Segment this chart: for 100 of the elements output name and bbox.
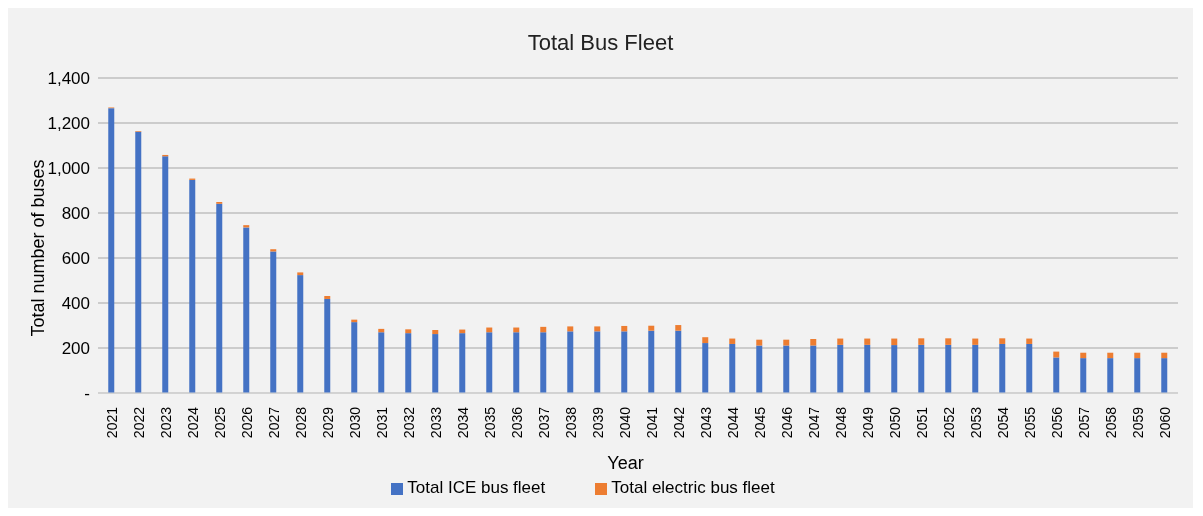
x-tick-label: 2036 xyxy=(508,406,525,439)
y-tick-label: 1,400 xyxy=(47,69,90,89)
bar xyxy=(972,344,979,393)
bar xyxy=(513,332,520,393)
legend-label: Total electric bus fleet xyxy=(611,478,775,497)
bar xyxy=(756,339,763,346)
bar xyxy=(702,343,709,393)
bar xyxy=(1080,352,1087,359)
x-tick-label: 2047 xyxy=(805,406,822,439)
bar xyxy=(162,156,169,393)
bar xyxy=(459,333,466,393)
y-tick-label: 400 xyxy=(61,294,90,314)
x-tick-label: 2021 xyxy=(103,406,120,439)
bar xyxy=(837,338,844,345)
bar xyxy=(432,330,439,335)
x-tick-label: 2045 xyxy=(751,406,768,439)
bar xyxy=(189,179,196,393)
bar xyxy=(297,275,304,393)
x-tick-label: 2033 xyxy=(427,406,444,439)
bar xyxy=(378,328,385,333)
x-tick-label: 2053 xyxy=(967,406,984,439)
y-tick-label: 1,200 xyxy=(47,114,90,134)
bar xyxy=(891,338,898,346)
y-axis-title: Total number of buses xyxy=(27,159,48,337)
bar xyxy=(540,326,547,333)
x-tick-label: 2058 xyxy=(1102,406,1119,439)
x-tick-label: 2025 xyxy=(211,406,228,439)
bar xyxy=(675,330,682,393)
x-tick-label: 2028 xyxy=(292,406,309,439)
bar xyxy=(108,108,115,393)
bar xyxy=(270,251,277,393)
bar xyxy=(621,331,628,393)
y-tick-label: - xyxy=(84,384,90,404)
bar xyxy=(783,339,790,346)
chart-title: Total Bus Fleet xyxy=(526,30,675,56)
x-tick-label: 2040 xyxy=(616,406,633,439)
x-tick-label: 2029 xyxy=(319,406,336,439)
bar xyxy=(1026,343,1033,393)
bar xyxy=(135,131,142,393)
x-tick-label: 2031 xyxy=(373,406,390,439)
x-tick-label: 2037 xyxy=(535,406,552,439)
x-tick-label: 2038 xyxy=(562,406,579,439)
legend-label: Total ICE bus fleet xyxy=(407,478,546,497)
x-tick-label: 2032 xyxy=(400,406,417,439)
x-tick-label: 2035 xyxy=(481,406,498,439)
bar xyxy=(891,345,898,393)
y-tick-label: 200 xyxy=(61,339,90,359)
bar xyxy=(351,322,358,393)
bar xyxy=(216,203,223,393)
bar xyxy=(783,345,790,393)
bar xyxy=(999,343,1006,393)
bar xyxy=(675,325,682,331)
x-tick-label: 2056 xyxy=(1048,406,1065,439)
x-tick-label: 2051 xyxy=(913,406,930,439)
bar xyxy=(1161,358,1168,393)
bar xyxy=(405,333,412,393)
bar xyxy=(972,338,979,345)
bar xyxy=(1080,358,1087,393)
x-axis-title: Year xyxy=(606,453,645,474)
bar xyxy=(405,329,412,334)
y-tick-label: 600 xyxy=(61,249,90,269)
bar xyxy=(1161,352,1168,359)
bar xyxy=(918,338,925,345)
bar xyxy=(1107,358,1114,393)
bar xyxy=(1107,352,1114,359)
x-tick-label: 2046 xyxy=(778,406,795,439)
x-tick-label: 2055 xyxy=(1021,406,1038,439)
bar xyxy=(810,345,817,393)
x-tick-label: 2043 xyxy=(697,406,714,439)
bar xyxy=(486,332,493,393)
bar xyxy=(432,334,439,393)
x-tick-label: 2054 xyxy=(994,406,1011,439)
x-tick-label: 2052 xyxy=(940,406,957,439)
x-tick-label: 2034 xyxy=(454,406,471,439)
bar xyxy=(864,344,871,393)
bar xyxy=(1134,358,1141,393)
x-tick-label: 2026 xyxy=(238,406,255,439)
x-tick-label: 2041 xyxy=(643,406,660,439)
bar xyxy=(378,332,385,393)
bar xyxy=(621,325,628,332)
x-tick-label: 2030 xyxy=(346,406,363,439)
y-tick-label: 800 xyxy=(61,204,90,224)
y-tick-label: 1,000 xyxy=(47,159,90,179)
bar xyxy=(594,331,601,393)
bar xyxy=(324,298,331,393)
bar xyxy=(648,330,655,393)
bar xyxy=(702,337,709,344)
bar xyxy=(756,345,763,393)
x-tick-label: 2059 xyxy=(1129,406,1146,439)
x-tick-label: 2048 xyxy=(832,406,849,439)
x-tick-label: 2042 xyxy=(670,406,687,439)
bar xyxy=(648,325,655,331)
x-tick-label: 2044 xyxy=(724,406,741,439)
bar xyxy=(1134,352,1141,359)
bar xyxy=(297,272,304,276)
bar xyxy=(810,339,817,346)
bar xyxy=(729,338,736,344)
x-tick-label: 2027 xyxy=(265,406,282,439)
x-tick-label: 2060 xyxy=(1156,406,1173,439)
bar xyxy=(918,344,925,393)
